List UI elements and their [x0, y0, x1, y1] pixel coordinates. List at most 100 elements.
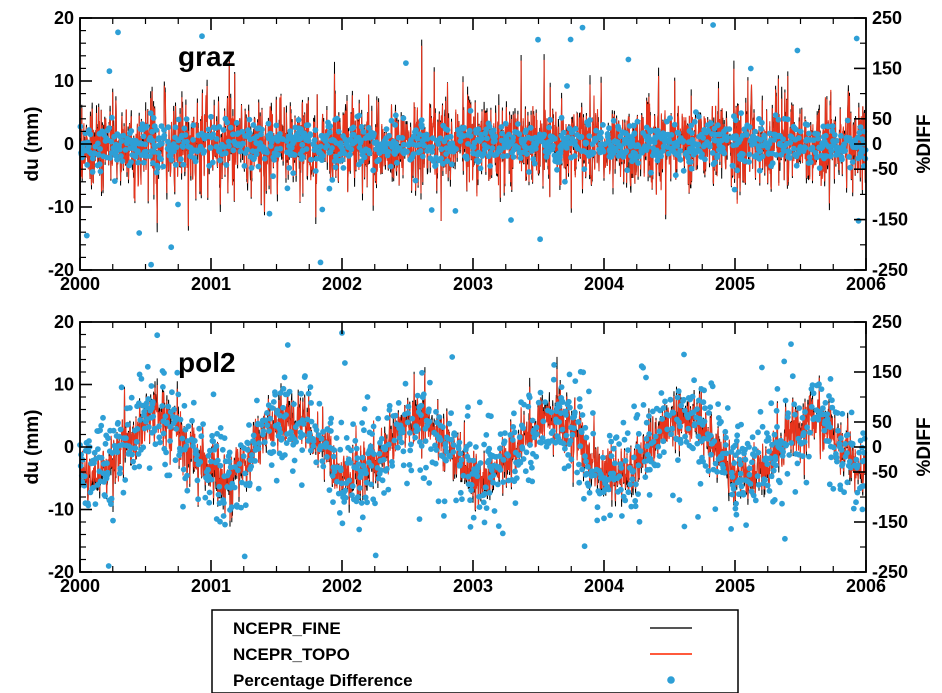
pct-diff-point — [734, 432, 741, 439]
pct-diff-point — [150, 399, 156, 405]
pct-diff-point — [550, 376, 557, 383]
pct-diff-point — [383, 126, 390, 132]
pct-diff-point — [324, 454, 330, 460]
pct-diff-point — [311, 137, 318, 144]
pct-diff-point — [167, 152, 174, 159]
y2-tick-label: 250 — [872, 8, 902, 28]
pct-diff-point — [167, 424, 174, 430]
pct-diff-point — [250, 122, 257, 128]
pct-diff-point — [670, 410, 677, 416]
pct-diff-point — [326, 487, 333, 493]
pct-diff-point — [755, 429, 761, 436]
pct-diff-point — [630, 454, 637, 461]
pct-diff-point — [490, 472, 497, 478]
pct-diff-point — [664, 426, 671, 433]
pct-diff-point — [272, 391, 279, 398]
pct-diff-point — [669, 425, 676, 432]
pct-diff-point — [450, 442, 457, 448]
pct-diff-point — [802, 409, 808, 415]
pct-diff-point — [261, 439, 268, 446]
pct-diff-point — [277, 429, 284, 436]
pct-diff-point — [338, 419, 345, 426]
pct-diff-point — [791, 145, 797, 152]
pct-diff-point — [338, 467, 344, 474]
pct-diff-point — [728, 469, 735, 476]
pct-diff-point — [213, 443, 220, 449]
pct-diff-point — [646, 413, 652, 419]
pct-diff-point — [419, 369, 425, 376]
pct-diff-point — [733, 511, 740, 518]
pct-diff-point — [358, 472, 364, 478]
pct-diff-point — [743, 132, 750, 138]
pct-diff-point — [237, 148, 244, 155]
pct-diff-point — [512, 500, 519, 506]
pct-diff-point — [512, 468, 518, 475]
pct-diff-point — [691, 377, 697, 384]
pct-diff-point — [130, 458, 137, 465]
pct-diff-point — [856, 129, 863, 136]
pct-diff-point — [531, 160, 538, 167]
pct-diff-point — [685, 414, 691, 421]
pct-diff-point — [182, 132, 189, 138]
pct-diff-point — [169, 389, 175, 396]
pct-diff-point — [563, 145, 570, 151]
pct-diff-point — [310, 438, 317, 445]
pct-diff-point — [586, 133, 593, 140]
pct-diff-point — [579, 24, 586, 31]
pct-diff-point — [714, 468, 720, 475]
panel-pol2-ticks: 2000 2001 2002 2003 2004 2005 2006 -20 -10 0 10 20 -… — [48, 312, 908, 596]
pct-diff-point — [822, 399, 829, 406]
pct-diff-point — [307, 384, 314, 390]
pct-diff-point — [754, 473, 761, 479]
pct-diff-point — [213, 136, 220, 142]
pct-diff-point — [242, 502, 249, 509]
pct-diff-point — [827, 376, 834, 382]
pct-diff-point — [175, 391, 182, 398]
pct-diff-point — [205, 466, 212, 473]
pct-diff-point — [330, 453, 337, 460]
pct-diff-point — [489, 145, 496, 151]
pct-diff-point — [231, 484, 238, 491]
pct-diff-point — [630, 122, 637, 129]
panel-pol2-series — [77, 330, 868, 569]
pct-diff-point — [180, 466, 187, 473]
pct-diff-point — [147, 110, 154, 117]
y-tick-label: 20 — [54, 312, 74, 332]
pct-diff-point — [527, 124, 534, 131]
pct-diff-point — [283, 138, 290, 144]
pct-diff-point — [239, 128, 246, 135]
pct-diff-point — [571, 153, 578, 159]
pct-diff-point — [740, 151, 746, 158]
pct-diff-point — [395, 400, 402, 406]
pct-diff-point — [538, 439, 545, 446]
pct-diff-point — [523, 127, 529, 134]
pct-diff-point — [793, 162, 800, 169]
pct-diff-point — [491, 508, 498, 514]
pct-diff-point — [140, 444, 147, 451]
pct-diff-point — [734, 167, 741, 174]
y2-tick-label: -250 — [872, 562, 908, 582]
pct-diff-point — [286, 165, 293, 171]
pct-diff-point — [422, 438, 429, 444]
pct-diff-point — [732, 117, 739, 124]
pct-diff-point — [775, 116, 782, 123]
pct-diff-point — [548, 409, 555, 416]
pct-diff-point — [305, 390, 312, 397]
pct-diff-point — [810, 390, 817, 397]
pct-diff-point — [150, 160, 156, 166]
pct-diff-point — [458, 457, 465, 463]
pct-diff-point — [384, 466, 390, 472]
pct-diff-point — [118, 153, 124, 159]
pct-diff-point — [288, 429, 294, 435]
pct-diff-point — [217, 425, 224, 431]
pct-diff-point — [86, 438, 92, 444]
pct-diff-point — [208, 458, 214, 465]
pct-diff-point — [226, 143, 232, 150]
pct-diff-point — [622, 457, 629, 464]
pct-diff-point — [529, 417, 536, 424]
pct-diff-point — [751, 453, 758, 459]
pct-diff-point — [705, 468, 712, 474]
pct-diff-point — [226, 449, 233, 456]
pct-diff-point — [737, 461, 744, 468]
pct-diff-point — [97, 146, 103, 152]
